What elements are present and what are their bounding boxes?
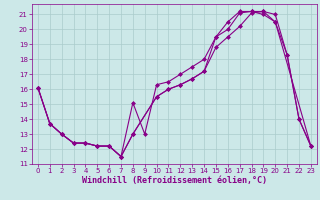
X-axis label: Windchill (Refroidissement éolien,°C): Windchill (Refroidissement éolien,°C) <box>82 176 267 185</box>
